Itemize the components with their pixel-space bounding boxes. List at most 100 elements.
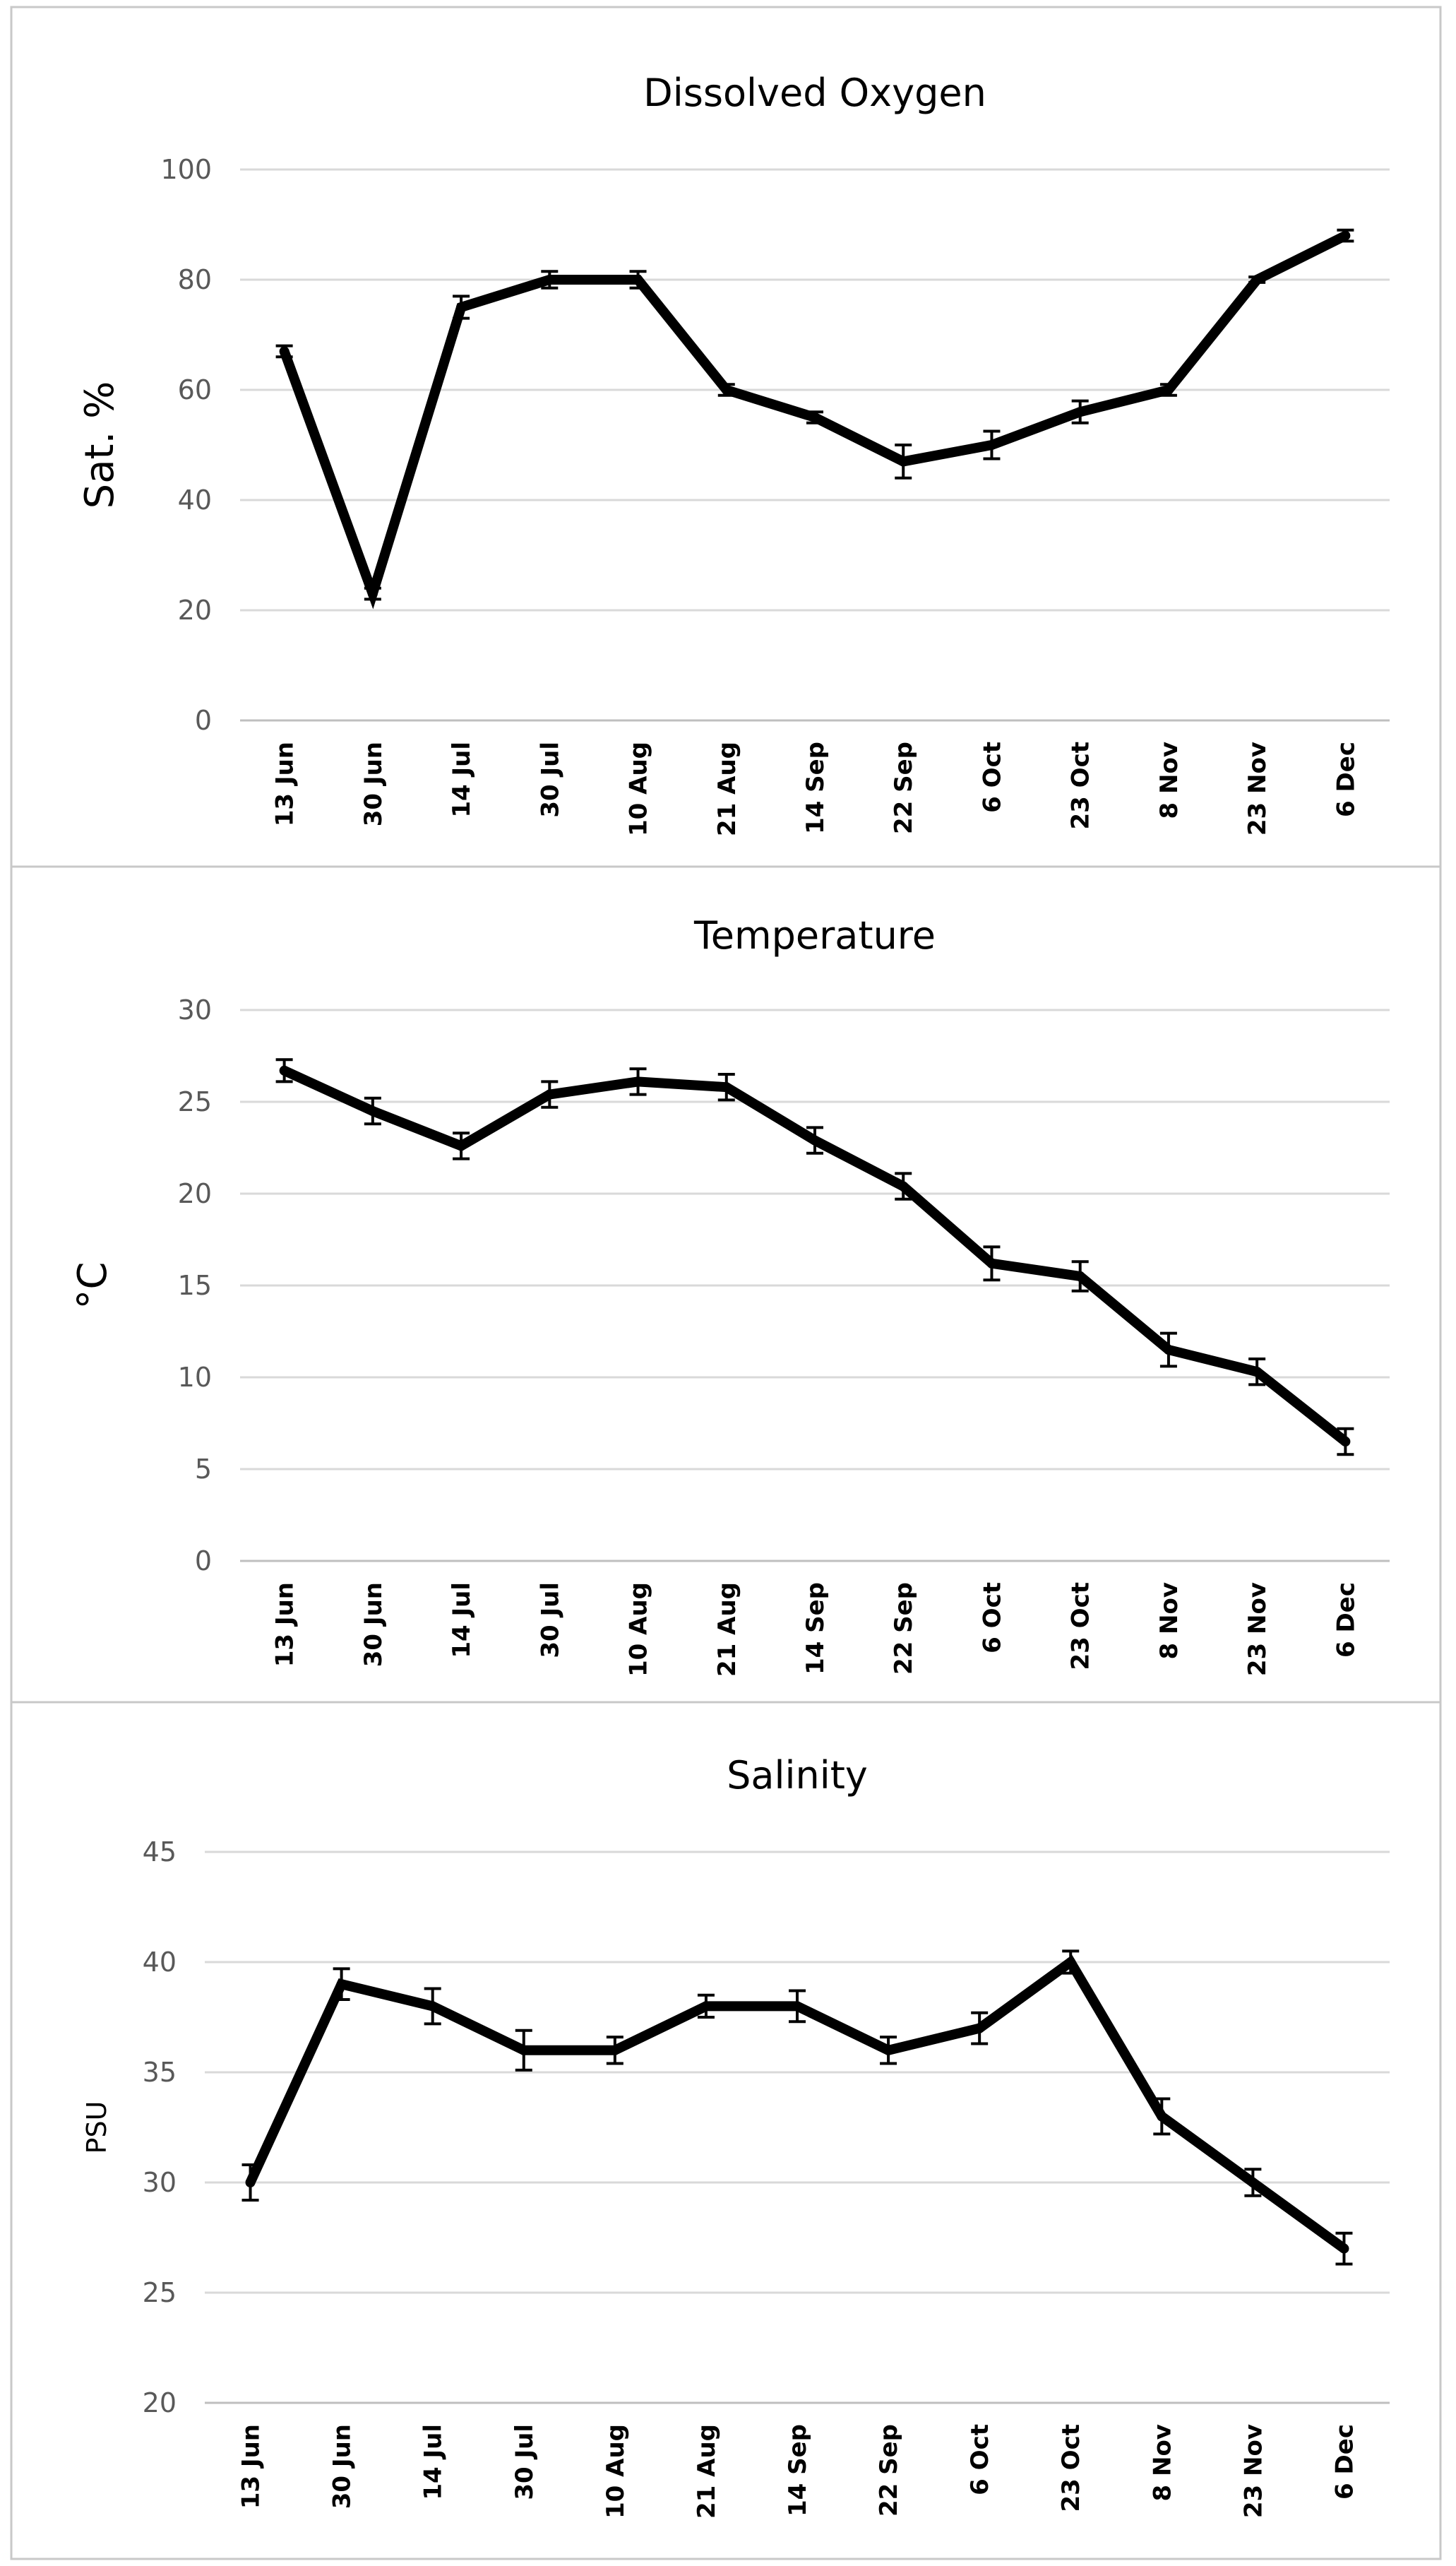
x-tick-label: 8 Nov [1155, 742, 1183, 819]
x-tick-label: 30 Jun [328, 2424, 357, 2509]
data-point [245, 2178, 256, 2187]
x-tick-label: 21 Aug [713, 1582, 741, 1677]
data-point [810, 1135, 820, 1146]
data-point [974, 2023, 985, 2033]
y-axis-label: PSU [81, 2101, 112, 2154]
x-tick-label: 21 Aug [693, 2424, 721, 2519]
data-point [367, 588, 378, 599]
x-tick-label: 6 Oct [966, 2424, 994, 2495]
y-tick-label: 45 [143, 1836, 177, 1867]
x-tick-label: 8 Nov [1148, 2424, 1176, 2501]
y-tick-label: 30 [178, 994, 212, 1026]
data-point [986, 1258, 997, 1269]
data-point [427, 2001, 438, 2012]
x-tick-label: 23 Nov [1239, 2424, 1267, 2518]
x-tick-label: 10 Aug [625, 742, 653, 836]
y-tick-label: 5 [195, 1454, 212, 1485]
x-tick-label: 23 Oct [1067, 1582, 1095, 1670]
data-point [898, 456, 909, 467]
y-tick-label: 20 [143, 2387, 177, 2418]
data-point [1157, 2111, 1167, 2122]
x-tick-label: 30 Jul [536, 742, 564, 818]
y-tick-label: 0 [195, 705, 212, 736]
y-tick-label: 80 [178, 264, 212, 295]
data-point [633, 1076, 643, 1087]
data-point [1075, 407, 1085, 417]
x-tick-label: 14 Jul [448, 1582, 476, 1658]
y-tick-label: 15 [178, 1270, 212, 1301]
x-tick-label: 30 Jun [359, 1582, 388, 1667]
y-tick-label: 10 [178, 1362, 212, 1393]
data-point [883, 2045, 894, 2055]
y-tick-label: 30 [143, 2167, 177, 2198]
x-tick-label: 30 Jul [536, 1582, 564, 1658]
y-tick-label: 20 [178, 595, 212, 626]
data-point [367, 1106, 378, 1116]
data-point [1252, 275, 1263, 285]
data-point [810, 412, 820, 422]
data-point [544, 275, 555, 285]
x-tick-label: 10 Aug [602, 2424, 630, 2519]
x-tick-label: 6 Dec [1332, 742, 1360, 817]
data-point [986, 440, 997, 450]
data-point [336, 1979, 347, 1990]
x-tick-label: 6 Dec [1332, 1582, 1360, 1658]
data-point [898, 1181, 909, 1192]
x-tick-label: 30 Jul [511, 2424, 539, 2500]
data-point [1163, 385, 1174, 395]
x-tick-label: 22 Sep [890, 1582, 918, 1675]
y-tick-label: 25 [143, 2277, 177, 2308]
x-tick-label: 22 Sep [875, 2424, 903, 2517]
x-tick-label: 6 Oct [978, 742, 1006, 813]
x-tick-label: 23 Oct [1057, 2424, 1085, 2512]
data-point [633, 275, 643, 285]
chart-2: Salinity 20 25 30 35 40 45 PSU 13 Jun 30 Jun 14 Ju… [10, 1701, 1442, 2560]
x-tick-label: 22 Sep [890, 742, 918, 834]
chart-title: Temperature [693, 913, 936, 958]
x-tick-label: 13 Jun [271, 1582, 299, 1667]
x-tick-label: 6 Oct [978, 1582, 1006, 1653]
y-tick-label: 60 [178, 374, 212, 405]
data-point [1066, 1957, 1076, 1967]
y-tick-label: 25 [178, 1086, 212, 1117]
x-tick-label: 14 Sep [784, 2424, 812, 2517]
x-tick-label: 10 Aug [625, 1582, 653, 1677]
y-tick-label: 35 [143, 2057, 177, 2088]
data-point [1252, 1367, 1263, 1377]
data-point [279, 346, 290, 357]
x-tick-label: 13 Jun [271, 742, 299, 826]
y-tick-label: 20 [178, 1178, 212, 1209]
x-tick-label: 23 Nov [1243, 1582, 1272, 1676]
panel-border [10, 1701, 1442, 2560]
data-point [721, 385, 732, 395]
x-tick-label: 23 Nov [1243, 742, 1272, 836]
y-axis-label: Sat. % [77, 381, 123, 509]
y-tick-label: 0 [195, 1545, 212, 1576]
data-point [1340, 230, 1351, 241]
x-tick-label: 30 Jun [359, 742, 388, 826]
data-point [1163, 1345, 1174, 1355]
panel-border [10, 6, 1442, 868]
data-point [544, 1089, 555, 1100]
y-tick-label: 100 [160, 154, 212, 185]
data-point [721, 1082, 732, 1093]
y-axis-label: °C [70, 1261, 116, 1309]
x-tick-label: 14 Jul [419, 2424, 448, 2500]
data-point [1075, 1271, 1085, 1281]
chart-title: Salinity [727, 1753, 868, 1798]
y-tick-label: 40 [178, 485, 212, 516]
x-tick-label: 14 Sep [801, 1582, 830, 1675]
x-tick-label: 23 Oct [1067, 742, 1095, 829]
x-tick-label: 6 Dec [1330, 2424, 1359, 2500]
chart-1: Temperature 0 5 10 15 20 25 30 °C 13 Jun 30 Jun 14 … [10, 865, 1442, 1704]
data-point [279, 1065, 290, 1076]
chart-title: Dissolved Oxygen [643, 71, 986, 115]
x-tick-label: 21 Aug [713, 742, 741, 836]
data-point [456, 302, 467, 312]
data-point [456, 1141, 467, 1151]
chart-0: Dissolved Oxygen 0 20 40 60 80 100 Sat. % 13 Jun… [10, 6, 1442, 868]
data-point [1339, 2243, 1349, 2254]
x-tick-label: 14 Jul [448, 742, 476, 818]
data-point [609, 2045, 620, 2055]
